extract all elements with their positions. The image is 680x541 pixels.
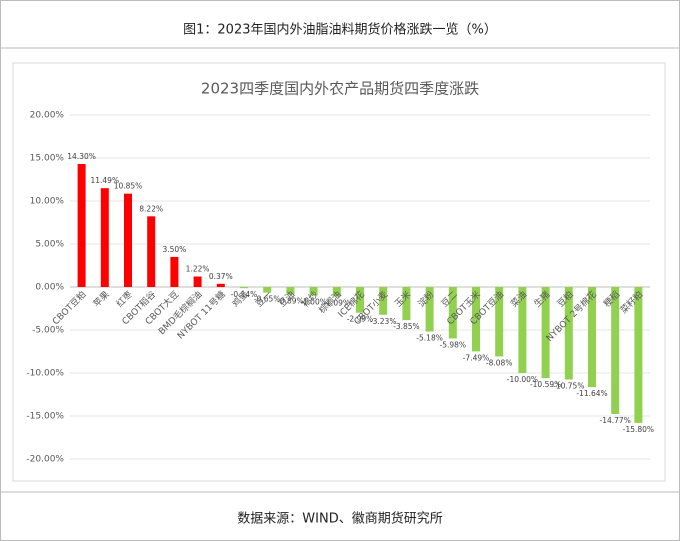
value-label: -1.00% [300, 298, 327, 307]
value-label: -15.80% [623, 425, 654, 434]
value-label: -0.65% [254, 295, 281, 304]
bar [286, 287, 295, 295]
bar [240, 287, 248, 289]
y-tick-label: 10.00% [30, 197, 65, 207]
y-tick-label: 5.00% [35, 240, 64, 250]
value-label: -3.85% [393, 322, 420, 331]
bar [216, 283, 225, 287]
bar [309, 287, 318, 296]
bar [588, 287, 596, 388]
value-label: -5.18% [416, 334, 443, 343]
y-tick-label: 20.00% [30, 111, 65, 121]
bar [425, 287, 434, 332]
bar [564, 287, 573, 380]
value-label: -5.98% [440, 340, 467, 349]
bar [541, 287, 550, 379]
bar [147, 216, 156, 287]
value-label: 0.37% [209, 272, 233, 281]
bar [193, 276, 202, 287]
value-label: 11.49% [90, 176, 119, 185]
bar [402, 287, 411, 321]
value-label: 1.22% [186, 265, 210, 274]
value-label: 3.50% [162, 245, 186, 254]
bar [518, 287, 527, 373]
value-label: -2.99% [347, 315, 374, 324]
value-label: -10.75% [553, 381, 584, 390]
bar [448, 287, 457, 339]
value-label: -10.00% [507, 375, 538, 384]
bar [495, 287, 504, 357]
bar [634, 287, 643, 423]
y-tick-label: -5.00% [32, 326, 64, 336]
value-label: -10.59% [530, 380, 561, 389]
bar [356, 287, 364, 313]
y-tick-label: -15.00% [26, 412, 64, 422]
value-label: -0.89% [277, 297, 304, 306]
bar [332, 287, 341, 297]
y-tick-label: -10.00% [26, 369, 64, 379]
value-label: 14.30% [67, 152, 96, 161]
bar [263, 287, 272, 293]
value-label: 10.85% [114, 182, 143, 191]
value-label: -8.08% [486, 358, 513, 367]
bar [100, 188, 109, 287]
value-label: -1.09% [324, 298, 351, 307]
y-tick-label: 0.00% [35, 283, 64, 293]
source: 数据来源：WIND、徽商期货研究所 [237, 511, 442, 527]
bar [379, 287, 388, 315]
y-tick-label: -20.00% [26, 455, 64, 465]
value-label: -14.77% [600, 416, 631, 425]
value-label: 8.22% [139, 204, 163, 213]
chart-title: 2023四季度国内外农产品期货四季度涨跌 [201, 80, 479, 98]
value-label: -7.49% [463, 353, 490, 362]
value-label: -3.23% [370, 317, 397, 326]
figure-title: 图1：2023年国内外油脂油料期货价格涨跌一览（%） [183, 22, 497, 38]
value-label: -11.64% [576, 389, 607, 398]
chart-box [12, 62, 666, 482]
bar [124, 193, 132, 287]
bar [170, 256, 179, 287]
bar [472, 287, 480, 352]
value-label: -0.14% [231, 290, 258, 299]
bar [611, 287, 620, 415]
bar [77, 164, 86, 287]
y-tick-label: 15.00% [30, 154, 65, 164]
